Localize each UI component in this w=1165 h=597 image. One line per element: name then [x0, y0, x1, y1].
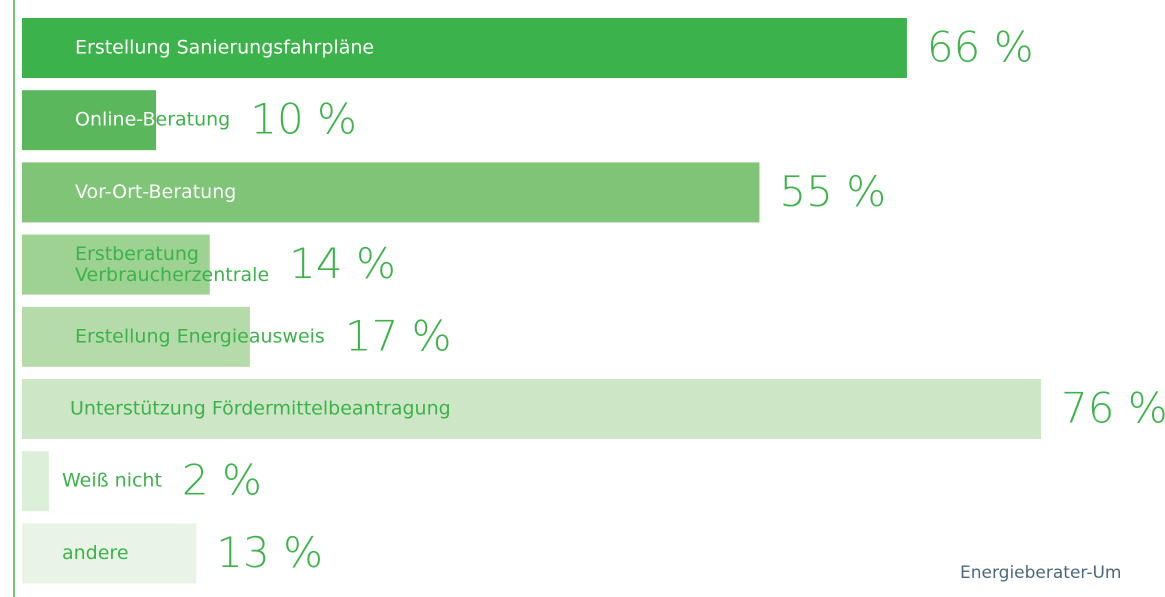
- bar-label: Erstberatung Verbraucherzentrale: [75, 243, 269, 286]
- bar-label: Vor-Ort-Beratung: [75, 181, 236, 203]
- bar-label: Erstellung Sanierungsfahrpläne: [75, 37, 374, 59]
- bar-label: andere: [62, 542, 129, 564]
- bar-label: Erstellung Energieausweis: [75, 325, 325, 347]
- value-label: 55 %: [779, 167, 886, 216]
- bar: [22, 523, 197, 584]
- bar: [22, 18, 907, 78]
- bar: [22, 306, 250, 367]
- source-note: Energieberater-Um: [960, 563, 1121, 583]
- value-label: 14 %: [289, 239, 396, 288]
- bar-label: Weiß nicht: [62, 470, 162, 492]
- bar: [22, 379, 1041, 439]
- bar: [22, 162, 760, 223]
- bar: [22, 451, 49, 512]
- bar-label: Erstellung Sanierungsfahrpläne: [75, 37, 374, 59]
- bar-label: Online-Beratung: [75, 109, 230, 131]
- bar-label: Unterstützung Fördermittelbeantragung: [70, 398, 451, 420]
- value-label: 76 %: [1061, 384, 1165, 433]
- value-label: 66 %: [927, 23, 1034, 72]
- bar-label: Vor-Ort-Beratung: [75, 181, 236, 203]
- bar-label: Online-Beratung: [75, 109, 230, 131]
- bar: [22, 90, 157, 151]
- bar: [22, 234, 210, 295]
- value-label: 13 %: [216, 528, 323, 577]
- value-label: 2 %: [182, 456, 262, 505]
- value-label: 17 %: [345, 311, 452, 360]
- value-label: 10 %: [250, 95, 357, 144]
